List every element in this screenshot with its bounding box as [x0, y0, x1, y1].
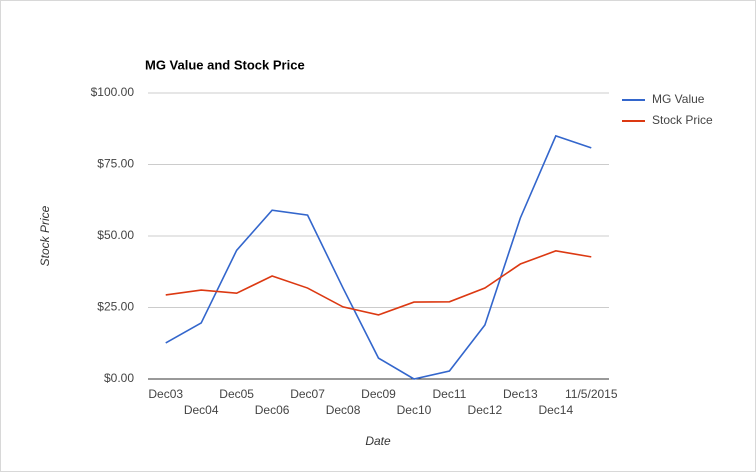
x-tick-label: Dec09 — [361, 387, 396, 401]
y-tick-label: $25.00 — [97, 300, 134, 314]
x-tick-label: 11/5/2015 — [565, 387, 618, 401]
series-line — [165, 134, 592, 380]
y-axis-title: Stock Price — [38, 205, 52, 266]
x-tick-label: Dec11 — [433, 387, 467, 401]
x-axis-title: Date — [365, 434, 391, 448]
x-tick-label: Dec14 — [538, 403, 573, 417]
x-tick-label: Dec07 — [290, 387, 325, 401]
y-tick-label: $0.00 — [104, 371, 134, 385]
legend-label: MG Value — [652, 92, 705, 106]
x-tick-label: Dec13 — [503, 387, 538, 401]
x-tick-label: Dec10 — [397, 403, 432, 417]
x-tick-label: Dec08 — [326, 403, 361, 417]
x-tick-label: Dec12 — [468, 403, 503, 417]
legend-label: Stock Price — [652, 113, 713, 127]
chart-title: MG Value and Stock Price — [145, 57, 305, 72]
x-tick-label: Dec03 — [148, 387, 183, 401]
x-tick-label: Dec05 — [219, 387, 254, 401]
y-tick-label: $50.00 — [97, 228, 134, 242]
x-tick-label: Dec04 — [184, 403, 219, 417]
y-tick-label: $100.00 — [91, 85, 135, 99]
series-line — [165, 250, 592, 316]
x-tick-label: Dec06 — [255, 403, 290, 417]
y-tick-label: $75.00 — [97, 157, 134, 171]
